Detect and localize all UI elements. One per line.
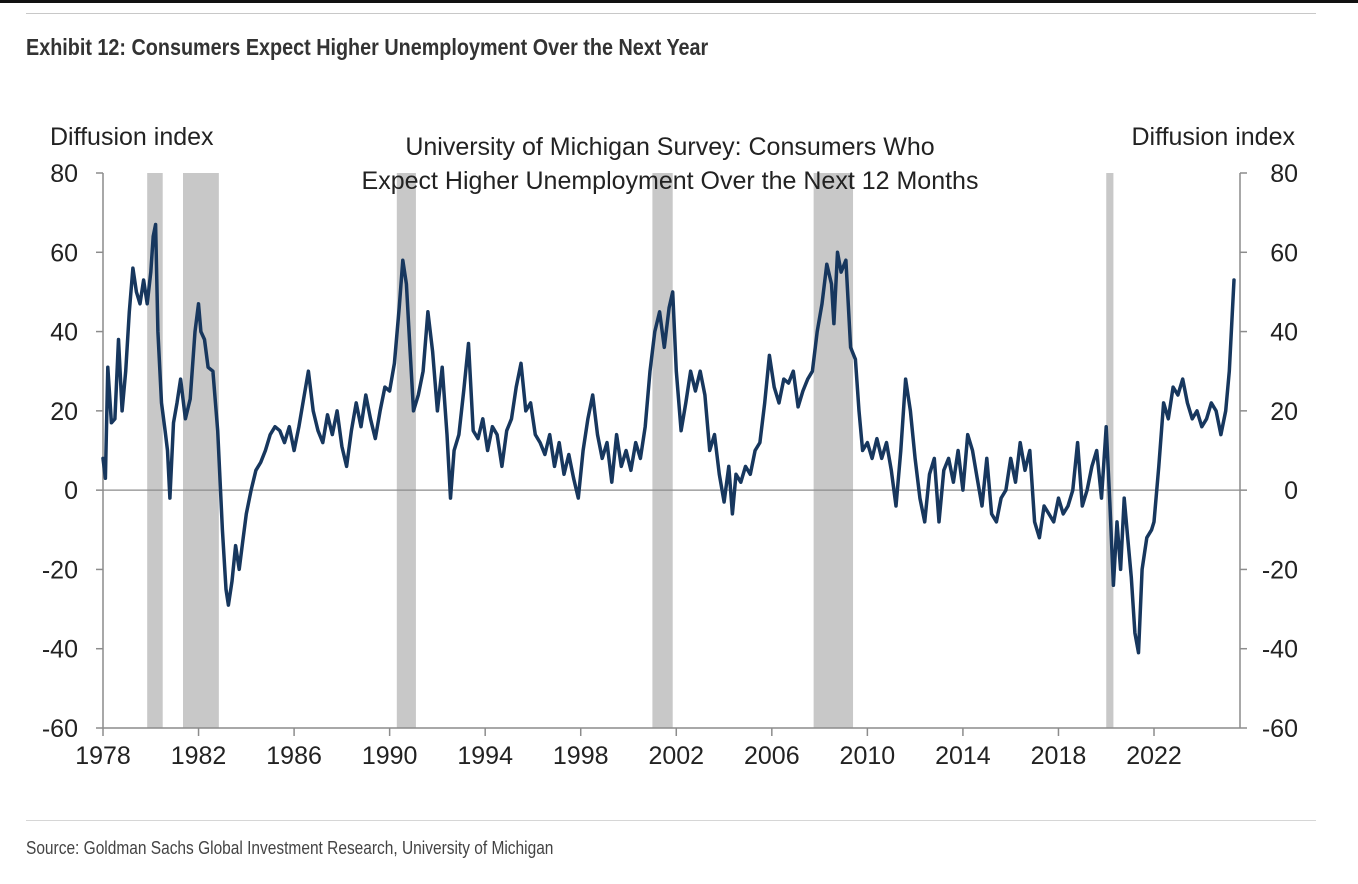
y-tick-label-right: 0: [1284, 477, 1298, 505]
right-axis-label: Diffusion index: [1131, 123, 1295, 151]
x-tick-label: 1982: [171, 742, 227, 770]
x-tick-label: 1978: [75, 742, 131, 770]
exhibit-title: Exhibit 12: Consumers Expect Higher Unem…: [26, 34, 709, 60]
recession-band-2: [183, 173, 219, 728]
series-layer: [101, 222, 1236, 655]
recession-band-3: [396, 173, 416, 728]
x-tick-label: 2010: [840, 742, 896, 770]
y-tick-label-right: 80: [1270, 160, 1298, 188]
labels: Diffusion index Diffusion index Universi…: [50, 123, 1295, 195]
chart-title-line-2: Expect Higher Unemployment Over the Next…: [362, 167, 979, 195]
x-tick-label: 2002: [648, 742, 704, 770]
y-tick-label-left: 40: [50, 319, 78, 347]
x-tick-label: 1986: [266, 742, 322, 770]
top-border: [0, 0, 1358, 3]
y-tick-label-left: -40: [42, 636, 78, 664]
recession-band-5: [813, 173, 854, 728]
source-note: Source: Goldman Sachs Global Investment …: [26, 838, 554, 858]
series-line-1: [101, 222, 1236, 655]
recession-band-6: [1106, 173, 1114, 728]
y-tick-label-left: 60: [50, 239, 78, 267]
chart-title-line-1: University of Michigan Survey: Consumers…: [405, 133, 934, 161]
y-tick-label-right: -40: [1262, 636, 1298, 664]
x-tick-label: 2014: [935, 742, 991, 770]
x-tick-label: 1998: [553, 742, 609, 770]
y-tick-label-right: 60: [1270, 239, 1298, 267]
x-tick-label: 1994: [457, 742, 513, 770]
x-tick-label: 2006: [744, 742, 800, 770]
y-tick-label-left: -60: [42, 715, 78, 743]
x-tick-label: 2022: [1126, 742, 1182, 770]
x-tick-label: 2018: [1031, 742, 1087, 770]
y-tick-label-right: -60: [1262, 715, 1298, 743]
recession-band-4: [652, 173, 673, 728]
y-tick-label-right: 20: [1270, 398, 1298, 426]
y-tick-label-left: 20: [50, 398, 78, 426]
y-tick-label-left: 80: [50, 160, 78, 188]
footer-divider: [26, 820, 1316, 821]
header-divider: [26, 13, 1316, 14]
y-tick-label-left: 0: [64, 477, 78, 505]
left-axis-label: Diffusion index: [50, 123, 214, 151]
x-tick-label: 1990: [362, 742, 418, 770]
y-tick-label-right: -20: [1262, 556, 1298, 584]
y-tick-label-right: 40: [1270, 319, 1298, 347]
recession-bands: [147, 173, 1114, 728]
y-tick-label-left: -20: [42, 556, 78, 584]
